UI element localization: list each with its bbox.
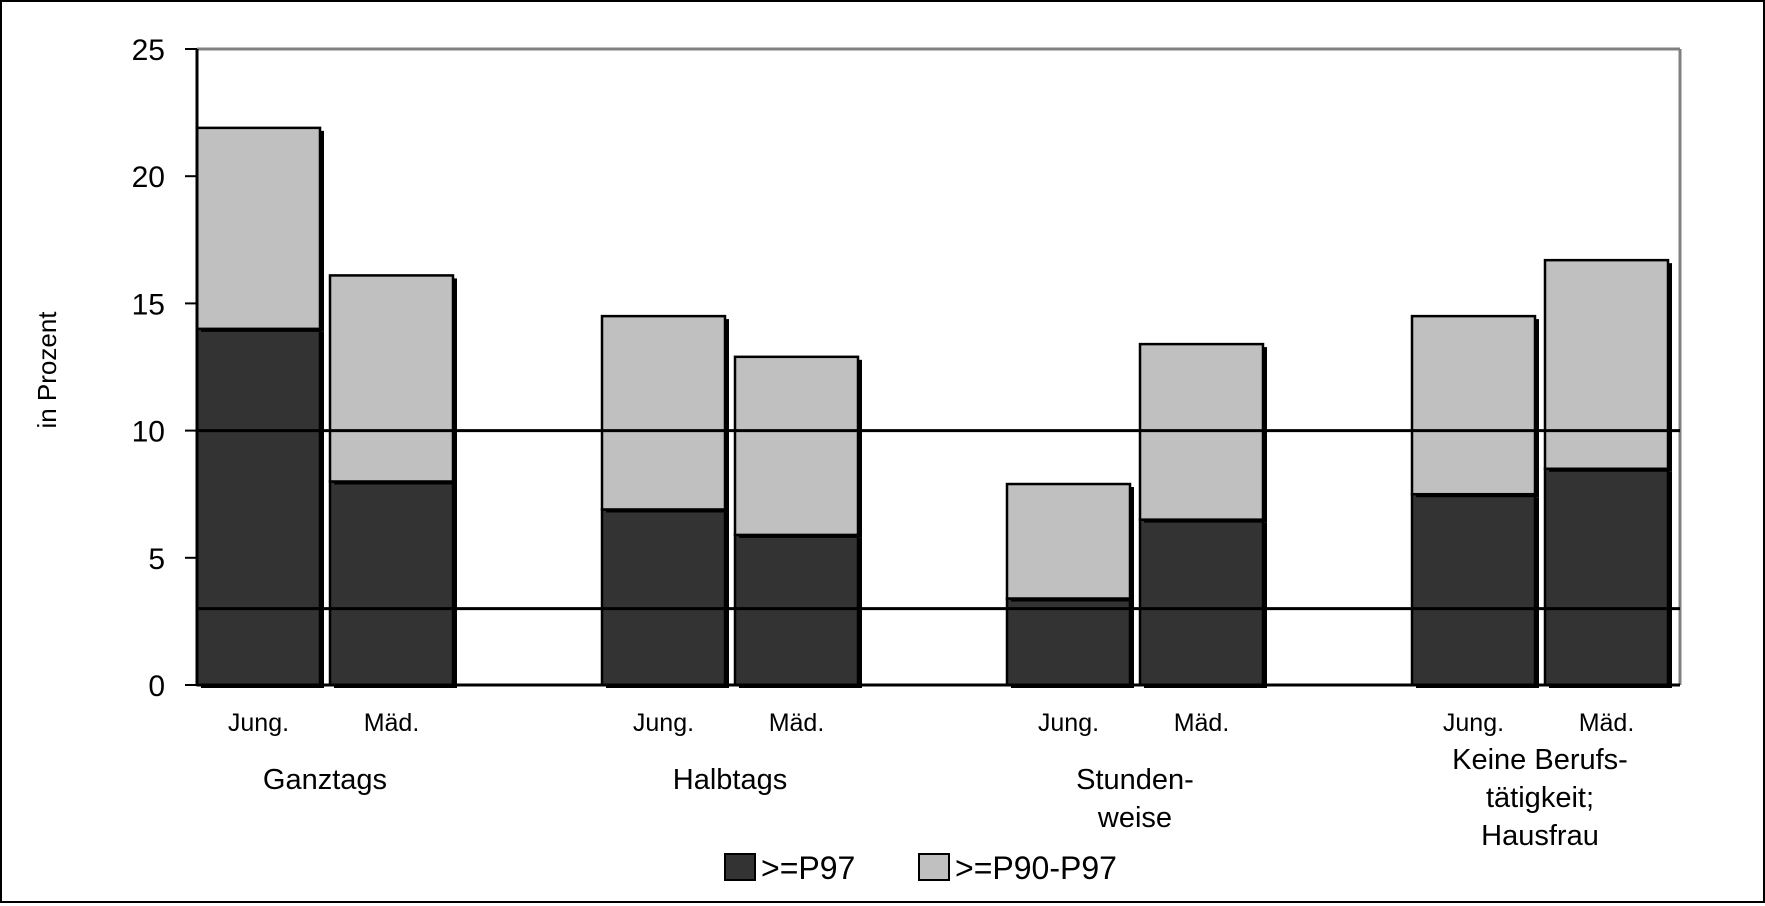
legend-label: >=P90-P97	[955, 850, 1117, 886]
x-category-label: Jung.	[1443, 709, 1504, 737]
y-tick-label: 20	[132, 161, 165, 194]
bar-segment-p90-p97	[1005, 482, 1132, 600]
plot-area: 0 5 10 15 20 25 Jung. Mäd. Ganztags Jung. Mäd. Halb…	[132, 34, 1682, 886]
x-category-label: Mäd.	[1174, 709, 1230, 737]
legend-swatch	[724, 853, 756, 881]
x-category-label: Mäd.	[1579, 709, 1635, 737]
x-category-label: Mäd.	[364, 709, 420, 737]
bar-segment-p97	[600, 508, 727, 687]
x-category-label: Mäd.	[769, 709, 825, 737]
y-tick-label: 0	[148, 670, 165, 703]
y-axis-label: in Prozent	[32, 311, 62, 429]
bar-segment-p97	[1138, 518, 1265, 687]
bar-segment-p97	[195, 327, 322, 687]
bar-segment-p90-p97	[1410, 314, 1537, 496]
x-category-label: Jung.	[633, 709, 694, 737]
bar-segment-p97	[1410, 492, 1537, 687]
x-group-label: Hausfrau	[1481, 820, 1599, 852]
bar-segment-p97	[1005, 597, 1132, 687]
y-tick-label: 10	[132, 416, 165, 449]
bar-segment-p97	[1543, 467, 1670, 687]
bar-segment-p90-p97	[328, 274, 455, 483]
x-group-label: weise	[1097, 802, 1172, 834]
x-category-label: Jung.	[228, 709, 289, 737]
y-tick-label: 15	[132, 288, 165, 321]
bar-segment-p97	[328, 480, 455, 687]
x-group-label: Keine Berufs-	[1452, 744, 1628, 776]
bar-segment-p90-p97	[195, 126, 322, 331]
bar-segment-p90-p97	[733, 355, 860, 537]
legend-swatch	[918, 853, 950, 881]
x-group-label: Stunden-	[1076, 764, 1194, 796]
x-group-label: Ganztags	[263, 764, 387, 796]
x-category-label: Jung.	[1038, 709, 1099, 737]
bar-segment-p90-p97	[1543, 258, 1670, 471]
y-tick-label: 25	[132, 34, 165, 67]
bar-segment-p90-p97	[600, 314, 727, 511]
x-group-label: Halbtags	[673, 764, 787, 796]
y-tick-label: 5	[148, 543, 165, 576]
x-group-label: tätigkeit;	[1486, 782, 1594, 814]
legend-label: >=P97	[761, 850, 855, 886]
